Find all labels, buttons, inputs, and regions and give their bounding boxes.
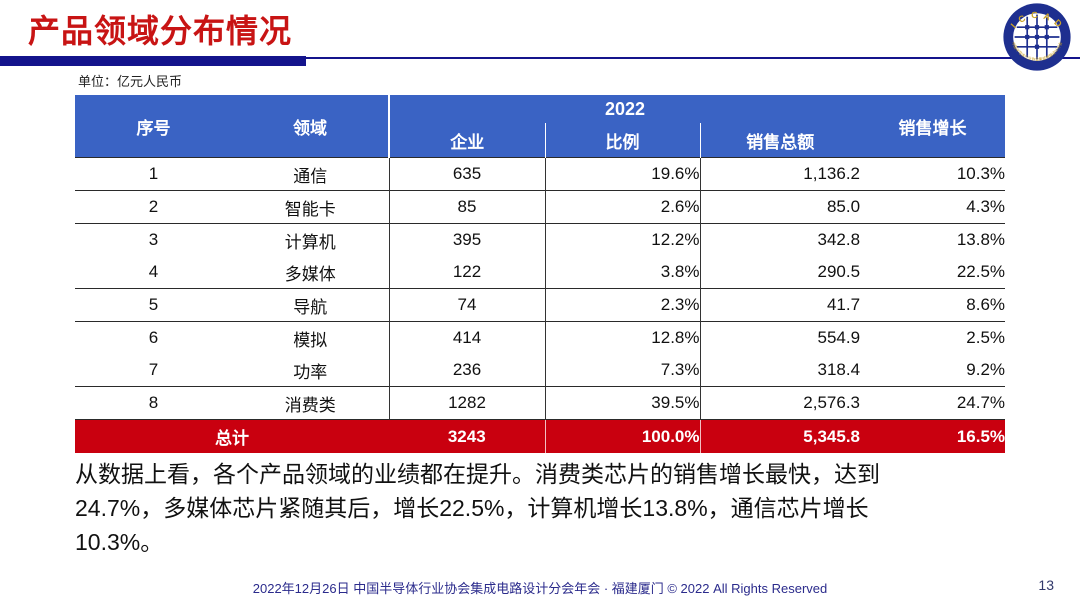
cell-sales: 318.4 xyxy=(817,360,861,379)
cell-share: 12.8% xyxy=(545,321,701,354)
cell-no: 4 xyxy=(148,262,159,281)
cell-growth: 10.3% xyxy=(860,157,1006,191)
cell-growth: 24.7% xyxy=(860,386,1006,420)
table-row: 7 功率 236 7.3% 318.4 9.2% xyxy=(75,354,1005,387)
footer-text: 2022年12月26日 中国半导体行业协会集成电路设计分会年会 · 福建厦门 ©… xyxy=(252,581,828,596)
cell-companies: 85 xyxy=(389,190,546,224)
cell-field: 导航 xyxy=(232,288,390,322)
total-sales: 5,345.8 xyxy=(700,419,861,453)
title-underline-thin xyxy=(0,57,1080,59)
table-row: 8 消费类 1282 39.5% 2,576.3 24.7% xyxy=(75,386,1006,420)
unit-label: 单位：亿元人民币 xyxy=(78,74,183,89)
table-row: 6 模拟 414 12.8% 554.9 2.5% xyxy=(75,321,1006,354)
header-share: 比例 xyxy=(545,123,701,158)
cell-sales: 2,576.3 xyxy=(700,386,861,420)
total-row: 总计 3243 100.0% 5,345.8 16.5% xyxy=(75,419,1006,453)
total-companies: 3243 xyxy=(389,419,546,453)
table-body: 1 通信 635 19.6% 1,136.2 10.3% 2 智能卡 85 2.6% 85.0 4.3… xyxy=(75,157,1006,420)
cell-no: 2 xyxy=(75,190,232,224)
cell-no: 5 xyxy=(75,288,232,322)
cell-share: 2.3% xyxy=(545,288,701,322)
cell-no: 1 xyxy=(75,157,232,191)
summary-line: 10.3%。 xyxy=(75,529,164,555)
cell-companies: 395 xyxy=(389,223,546,256)
table-row: 4 多媒体 122 3.8% 290.5 22.5% xyxy=(75,256,1005,289)
cell-no: 8 xyxy=(75,386,232,420)
cell-field: 智能卡 xyxy=(232,190,390,224)
cell-sales: 41.7 xyxy=(700,288,861,322)
total-share: 100.0% xyxy=(545,419,701,453)
cell-growth: 22.5% xyxy=(956,262,1006,281)
total-growth: 16.5% xyxy=(860,419,1006,453)
cell-growth: 2.5% xyxy=(860,321,1006,354)
cell-field: 计算机 xyxy=(232,223,390,256)
table-row: 1 通信 635 19.6% 1,136.2 10.3% xyxy=(75,157,1006,191)
header-sales: 销售总额 xyxy=(700,123,861,158)
cell-share: 3.8% xyxy=(545,256,701,289)
cell-field: 通信 xyxy=(232,157,390,191)
header-year-group: 2022 xyxy=(389,95,861,123)
cell-growth: 8.6% xyxy=(860,288,1006,322)
cell-companies: 74 xyxy=(389,288,546,322)
cell-sales: 290.5 xyxy=(817,262,861,281)
page-title: 产品领域分布情况 xyxy=(28,13,293,49)
cell-companies: 122 xyxy=(389,256,546,289)
cell-companies: 236 xyxy=(389,354,546,387)
logo-grid-dots xyxy=(1025,25,1049,49)
header-growth: 销售增长 xyxy=(860,95,1006,158)
table-row: 3 计算机 395 12.2% 342.8 13.8% xyxy=(75,223,1006,256)
cell-sales: 554.9 xyxy=(700,321,861,354)
title-underline-thick xyxy=(0,56,306,66)
cell-growth: 9.2% xyxy=(966,360,1006,379)
header-field: 领域 xyxy=(232,95,390,158)
iccad-logo: I C C A D 中国半导体行业协会集成电路设计分会 xyxy=(1003,3,1071,71)
table-row: 5 导航 74 2.3% 41.7 8.6% xyxy=(75,288,1006,322)
cell-sales: 85.0 xyxy=(700,190,861,224)
summary-line: 从数据上看，各个产品领域的业绩都在提升。消费类芯片的销售增长最快，达到 xyxy=(75,461,880,487)
cell-growth: 13.8% xyxy=(860,223,1006,256)
cell-companies: 635 xyxy=(389,157,546,191)
cell-field: 功率 xyxy=(232,354,390,387)
summary-paragraph: 从数据上看，各个产品领域的业绩都在提升。消费类芯片的销售增长最快，达到 24.7… xyxy=(75,457,880,559)
cell-field: 消费类 xyxy=(232,386,390,420)
cell-share: 12.2% xyxy=(545,223,701,256)
distribution-table: 序号 领域 2022 销售增长 企业 比例 销售总额 1 通信 635 19.6% 1,… xyxy=(75,95,1006,453)
cell-companies: 1282 xyxy=(389,386,546,420)
cell-no: 6 xyxy=(75,321,232,354)
table-header: 序号 领域 2022 销售增长 企业 比例 销售总额 xyxy=(75,95,1006,158)
cell-sales: 1,136.2 xyxy=(700,157,861,191)
cell-no: 3 xyxy=(75,223,232,256)
cell-growth: 4.3% xyxy=(860,190,1006,224)
cell-field: 多媒体 xyxy=(232,256,390,289)
cell-sales: 342.8 xyxy=(700,223,861,256)
cell-field: 模拟 xyxy=(232,321,390,354)
cell-share: 2.6% xyxy=(545,190,701,224)
cell-share: 39.5% xyxy=(545,386,701,420)
summary-line: 24.7%，多媒体芯片紧随其后，增长22.5%，计算机增长13.8%，通信芯片增… xyxy=(75,495,869,521)
cell-share: 19.6% xyxy=(545,157,701,191)
cell-share: 7.3% xyxy=(545,354,701,387)
table-row: 2 智能卡 85 2.6% 85.0 4.3% xyxy=(75,190,1006,224)
header-companies: 企业 xyxy=(389,123,546,158)
cell-companies: 414 xyxy=(389,321,546,354)
total-label: 总计 xyxy=(75,419,389,453)
header-no: 序号 xyxy=(75,95,232,158)
cell-no: 7 xyxy=(148,360,159,379)
page-number: 13 xyxy=(1038,577,1054,593)
